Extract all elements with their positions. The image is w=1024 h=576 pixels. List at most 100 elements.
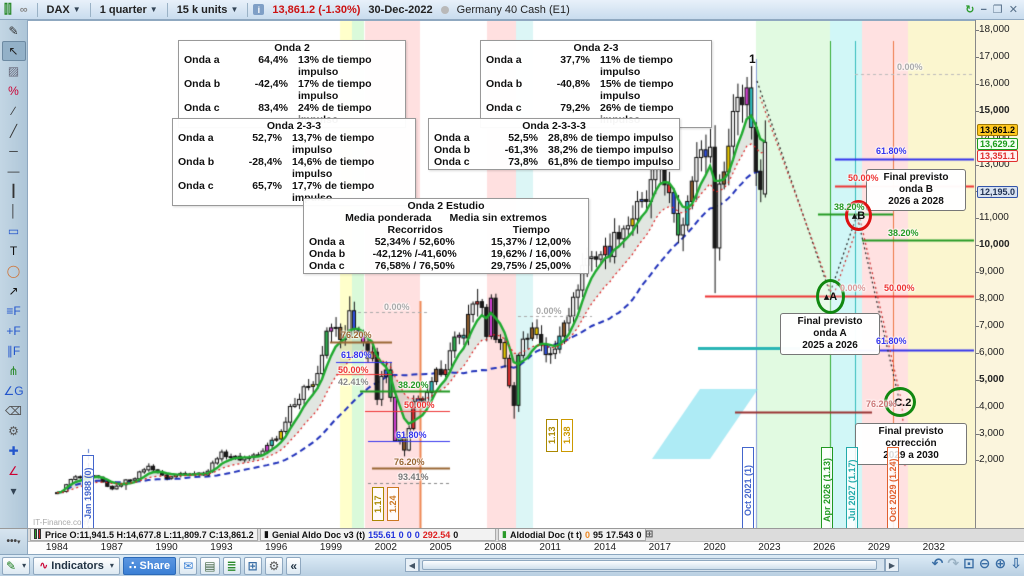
wave-stats-table[interactable]: Onda 2-3-3 Onda a 52,7% 13,7% de tiempo imp… <box>172 118 416 206</box>
collapse-toolbar-button[interactable]: « <box>286 556 302 575</box>
percent-change-icon[interactable]: % <box>8 84 19 98</box>
year-tick: 1990 <box>155 542 178 553</box>
channel-icon[interactable]: ⋔ <box>8 364 19 378</box>
move-icon[interactable]: ✚ <box>8 444 19 458</box>
wave-marker-B[interactable]: ▴B <box>845 200 872 231</box>
final-onda-a[interactable]: Final previsto onda A 2025 a 2026 <box>780 313 880 355</box>
time-axis[interactable]: 1984 1987 1990 1993 1996 1999 2002 2005 2008 2011… <box>28 541 1024 554</box>
price-panel[interactable]: Price O:11,941.5 H:14,677.8 L:11,809.7 C… <box>30 528 258 541</box>
price-tick: 3,000 <box>975 427 1005 439</box>
date-marker-label[interactable]: Jan 1988 (0) <box>82 455 94 531</box>
symbol-selector[interactable]: DAX ▼ <box>46 3 81 16</box>
share-button[interactable]: ∴ Share <box>122 556 177 575</box>
price-tag: 13,351.1 <box>977 150 1019 162</box>
rectangle-icon[interactable]: ▭ <box>7 224 20 238</box>
wave-stats-table[interactable]: Onda 2-3 Onda a 37,7% 11% de tiempo impulso… <box>480 40 712 128</box>
indicator-legend-icon: ▮ <box>502 529 507 539</box>
extended-line-icon[interactable]: ─ <box>9 144 18 158</box>
price-tick: 4,000 <box>975 400 1005 412</box>
units-selector[interactable]: 15 k units ▼ <box>176 3 239 16</box>
chart-window-icon-button[interactable]: ⊞ <box>243 556 262 575</box>
tools-icon[interactable]: ⚙ <box>8 424 19 438</box>
text-tool-icon[interactable]: T <box>9 244 18 258</box>
horizontal-segment-icon[interactable]: ― <box>7 164 20 178</box>
price-tick: 8,000 <box>975 293 1005 304</box>
column-width-button[interactable]: ⇩ <box>1010 555 1022 571</box>
close-button[interactable]: ✕ <box>1008 4 1018 16</box>
scrollbar-thumb[interactable] <box>422 560 877 570</box>
news-icon-button[interactable]: ▤ <box>200 556 220 575</box>
onda2-estudio-table[interactable]: Onda 2 Estudio Media ponderada Media sin e… <box>303 198 589 274</box>
date-marker-label[interactable]: Jul 2027 (1.17) <box>846 447 858 533</box>
zoom-fit-button[interactable]: ⊡ <box>963 555 975 571</box>
restore-button[interactable]: ❐ <box>992 4 1003 16</box>
cursor-icon[interactable]: ↖ <box>1 41 26 61</box>
more-tools-icon[interactable]: ▾ <box>10 484 17 498</box>
chat-icon-button[interactable]: ✉ <box>179 556 198 575</box>
wave-marker-A[interactable]: ▴A <box>816 279 845 314</box>
year-tick: 2032 <box>922 542 945 553</box>
trendline-icon[interactable]: ╱ <box>9 124 18 138</box>
detach-panel-icon[interactable]: ⊞ <box>645 529 654 540</box>
more-options-button[interactable]: ••• ▾ <box>0 528 28 554</box>
year-tick: 1984 <box>45 542 69 553</box>
title-bar: ⫿⫿ ∞ DAX ▼ 1 quarter ▼ 15 k units ▼ i 13,86… <box>0 0 1024 20</box>
year-tick: 1996 <box>265 542 288 553</box>
date-marker-label[interactable]: Oct 2029 (1.24) <box>887 447 899 533</box>
zoom-in-button[interactable]: ⊕ <box>994 555 1007 571</box>
segment-icon[interactable]: ∕ <box>12 104 15 118</box>
fibonacci-projection-icon[interactable]: +F <box>6 324 21 338</box>
info-icon[interactable]: i <box>253 4 265 15</box>
year-tick: 1987 <box>100 542 123 553</box>
undo-button[interactable]: ↶ <box>931 555 944 571</box>
wave-marker-C2[interactable]: ▴C.2 <box>884 387 916 417</box>
genial-aldo-panel[interactable]: ▮ Genial Aldo Doc v3 (t) 155.61 0 0 0 292.54 0 <box>260 529 496 541</box>
date-marker-label[interactable]: 1.24 <box>387 487 399 521</box>
date-marker-label[interactable]: Oct 2021 (1) <box>742 447 754 533</box>
ellipse-icon[interactable]: ◯ <box>6 264 21 278</box>
price-tag: 13,629.2 <box>977 138 1019 150</box>
fibonacci-retracement-icon[interactable]: ≡F <box>6 304 21 318</box>
date-marker-label[interactable]: 1.17 <box>372 487 384 521</box>
wave-stats-table[interactable]: Onda 2-3-3-3 Onda a 52,5% 28,8% de tiempo i… <box>428 118 680 170</box>
minimize-button[interactable]: − <box>980 3 987 16</box>
scroll-right-arrow[interactable]: ▶ <box>885 558 899 572</box>
vertical-line-icon[interactable]: │ <box>9 204 18 218</box>
gann-fan-icon[interactable]: ∠G <box>3 384 24 398</box>
arrow-icon[interactable]: ↗ <box>8 284 19 298</box>
angle-icon[interactable]: ∠ <box>8 464 19 478</box>
wave-stats-table[interactable]: Onda 2 Onda a 64,4% 13% de tiempo impulso On… <box>178 40 406 128</box>
delete-icon[interactable]: ⌫ <box>5 404 22 418</box>
aldodial-panel[interactable]: ▮ Aldodial Doc (t t) 0 95 17.543 0 <box>498 529 646 541</box>
price-axis[interactable]: 18,00017,00016,00015,00014,00013,00012,0… <box>975 20 1024 528</box>
ruler-icon[interactable]: ▨ <box>7 64 20 78</box>
draw-pen-icon[interactable]: ✎ <box>8 24 19 38</box>
redo-button[interactable]: ↷ <box>947 555 960 571</box>
price-tick: 7,000 <box>975 319 1005 331</box>
date-marker-label[interactable]: 1.38 <box>561 419 573 452</box>
final-correccion[interactable]: Final previsto corrección 2029 a 2030 <box>855 423 967 465</box>
chart-scrollbar[interactable]: ◀ ▶ <box>405 558 899 572</box>
price-tag: 13,861.2 <box>977 124 1019 136</box>
link-chain-icon[interactable]: ∞ <box>19 3 28 16</box>
candlestick-logo-icon[interactable]: ⫿⫿ <box>4 2 12 16</box>
refresh-icon[interactable]: ↻ <box>965 4 975 16</box>
scrollbar-track[interactable] <box>419 558 885 572</box>
scroll-left-arrow[interactable]: ◀ <box>405 558 419 572</box>
zoom-out-button[interactable]: ⊖ <box>978 555 991 571</box>
workspace-tools-icon-button[interactable]: ⚙ <box>264 556 284 575</box>
status-dot <box>440 5 449 14</box>
date-marker-label[interactable]: 1.13 <box>546 419 558 452</box>
price-tick: 15,000 <box>976 104 1010 116</box>
date-marker-label[interactable]: Apr 2026 (1.13) <box>821 447 833 533</box>
year-tick: 2014 <box>593 542 617 553</box>
final-onda-b[interactable]: Final previsto onda B 2026 a 2028 <box>866 169 966 211</box>
vertical-segment-icon[interactable]: ┃ <box>9 184 18 198</box>
year-tick: 2020 <box>703 542 726 553</box>
year-tick: 2026 <box>813 542 836 553</box>
timeframe-selector[interactable]: 1 quarter ▼ <box>99 3 158 16</box>
indicators-button[interactable]: ∿ Indicators ▾ <box>33 556 120 575</box>
fibonacci-time-icon[interactable]: ∥F <box>6 344 21 358</box>
market-depth-icon-button[interactable]: ≣ <box>222 556 241 575</box>
chart-edit-button[interactable]: ✎ ▾ <box>2 556 31 575</box>
